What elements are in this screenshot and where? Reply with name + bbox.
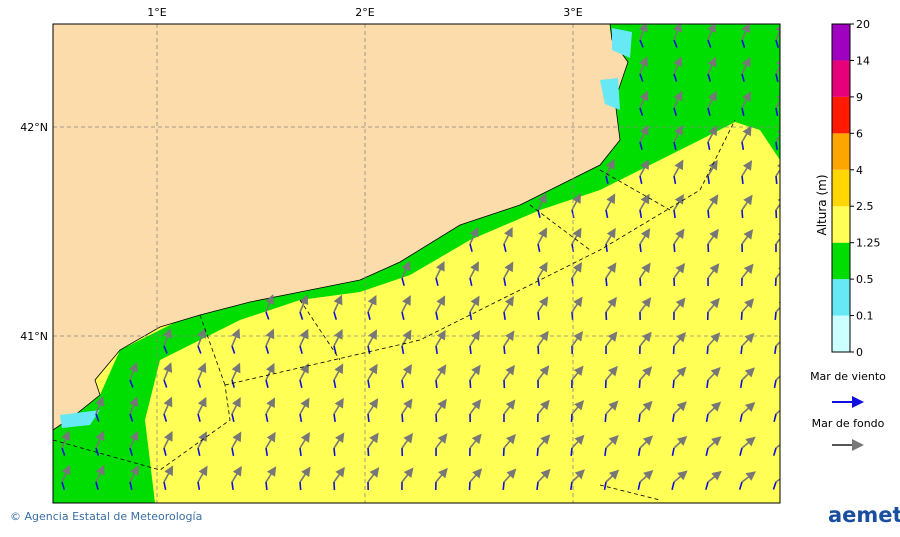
wind-sea-arrow (538, 346, 539, 354)
wind-sea-arrow (504, 312, 505, 320)
wind-sea-arrow (708, 210, 709, 218)
wind-sea-arrow (640, 278, 641, 286)
wind-sea-arrow (571, 448, 572, 456)
wind-sea-arrow (538, 312, 539, 320)
colorbar-tick-label: 6 (856, 127, 863, 140)
wind-sea-arrow (402, 414, 403, 422)
credit: © Agencia Estatal de Meteorología (10, 510, 202, 523)
colorbar-segment (832, 243, 850, 279)
wind-sea-arrow (368, 414, 369, 422)
colorbar-tick-label: 0.1 (856, 310, 874, 323)
wind-sea-arrow (741, 346, 742, 354)
wind-sea-arrow (402, 380, 403, 388)
lon-label: 3°E (563, 6, 582, 19)
lat-label: 41°N (20, 330, 48, 343)
wind-sea-arrow (674, 210, 675, 218)
lon-label: 1°E (147, 6, 166, 19)
colorbar-tick-label: 4 (856, 164, 863, 177)
wind-sea-arrow (266, 482, 267, 490)
wind-sea-arrow (639, 414, 640, 422)
wind-sea-arrow (639, 380, 640, 388)
legend-label: Mar de viento (810, 370, 886, 383)
wind-sea-arrow (504, 346, 505, 354)
lat-label: 42°N (20, 121, 48, 134)
wind-sea-arrow (776, 142, 777, 150)
wind-sea-arrow (673, 380, 674, 388)
wind-sea-arrow (334, 448, 335, 456)
colorbar-tick-label: 9 (856, 91, 863, 104)
wind-sea-arrow (707, 380, 708, 388)
colorbar-segment (832, 60, 850, 96)
wind-sea-arrow (470, 380, 471, 388)
colorbar-title: Altura (m) (815, 174, 829, 235)
colorbar-tick-label: 14 (856, 54, 870, 67)
wind-sea-arrow (572, 312, 573, 320)
wind-sea-arrow (742, 210, 743, 218)
wind-sea-arrow (605, 448, 606, 456)
colorbar-tick-label: 2.5 (856, 200, 874, 213)
wind-sea-arrow (232, 482, 233, 490)
wind-sea-arrow (640, 244, 641, 252)
colorbar-tick-label: 20 (856, 18, 870, 31)
colorbar-segment (832, 133, 850, 169)
colorbar-segment (832, 279, 850, 315)
wind-sea-arrow (300, 482, 301, 490)
wind-sea-arrow (606, 278, 607, 286)
colorbar-segment (832, 206, 850, 242)
wind-sea-arrow (436, 380, 437, 388)
colorbar-segment (832, 170, 850, 206)
colorbar-tick-label: 1.25 (856, 237, 881, 250)
wind-sea-arrow (674, 244, 675, 252)
wind-sea-arrow (707, 346, 708, 354)
colorbar: 0 0.1 0.5 1.25 2.5 4 6 9 14 20 (832, 18, 881, 359)
wind-sea-arrow (537, 448, 538, 456)
colorbar-tick-label: 0.5 (856, 273, 874, 286)
logo: aemet (828, 503, 900, 527)
lon-label: 2°E (355, 6, 374, 19)
wind-sea-arrow (742, 176, 743, 184)
colorbar-segment (832, 24, 850, 60)
wind-sea-arrow (741, 312, 742, 320)
wind-sea-arrow (775, 312, 776, 320)
colorbar-tick-label: 0 (856, 346, 863, 359)
wind-sea-arrow (775, 346, 776, 354)
wind-sea-arrow (776, 176, 777, 184)
colorbar-segment (832, 316, 850, 352)
wind-sea-arrow (605, 414, 606, 422)
wind-sea-arrow (469, 482, 470, 490)
map-area (53, 23, 789, 503)
wind-sea-arrow (300, 448, 301, 456)
wind-sea-arrow (537, 482, 538, 490)
wind-sea-arrow (503, 482, 504, 490)
wind-sea-arrow (368, 448, 369, 456)
legend-label: Mar de fondo (812, 417, 885, 430)
colorbar-segment (832, 97, 850, 133)
wind-sea-arrow (470, 346, 471, 354)
